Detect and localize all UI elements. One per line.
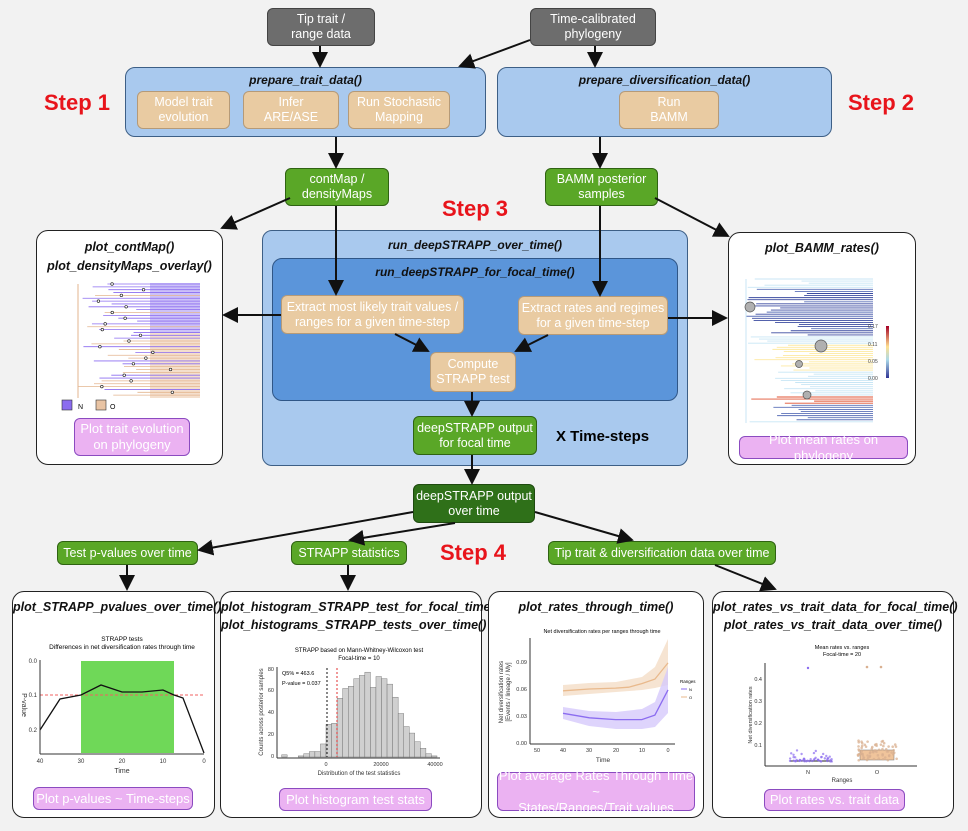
prepare-trait-data-title: prepare_trait_data() (249, 73, 362, 87)
phylogeny-input-node: Time-calibrated phylogeny (530, 8, 656, 46)
panel-title: plot_BAMM_rates() (765, 241, 879, 255)
plot-histogram-button[interactable]: Plot histogram test stats (279, 788, 432, 811)
arrow (220, 197, 291, 230)
step-1-label: Step 1 (44, 90, 111, 115)
step-2-label: Step 2 (848, 90, 915, 115)
time-steps-label: X Time-steps (556, 428, 650, 445)
focal-time-output-node: deepSTRAPP output for focal time (413, 416, 537, 455)
panel-title: plot_rates_through_time() (518, 600, 674, 614)
infer-are-ase-node: Infer ARE/ASE (243, 91, 339, 129)
tip-trait-input-node: Tip trait / range data (267, 8, 375, 46)
contmap-densitymaps-node: contMap / densityMaps (285, 168, 389, 206)
plot-bamm-rates-panel: plot_BAMM_rates() (728, 232, 916, 465)
compute-strapp-test-node: Compute STRAPP test (430, 352, 516, 392)
arrow (348, 522, 456, 546)
model-trait-evolution-node: Model trait evolution (137, 91, 230, 129)
panel-title: plot_histogram_STRAPP_test_for_focal_tim… (221, 600, 499, 614)
panel-title: plot_contMap() (84, 240, 175, 254)
run-bamm-node: Run BAMM (619, 91, 719, 129)
panel-title: plot_rates_vs_trait_data_for_focal_time(… (713, 600, 958, 614)
plot-rtt-button[interactable]: Plot average Rates Through Time ~ States… (497, 767, 695, 815)
run-deepstrapp-for-focal-time-title: run_deepSTRAPP_for_focal_time() (375, 265, 575, 279)
stochastic-mapping-node: Run Stochastic Mapping (348, 91, 450, 129)
run-deepstrapp-over-time-title: run_deepSTRAPP_over_time() (387, 238, 563, 252)
arrow (534, 511, 634, 544)
tip-trait-diversification-label: Tip trait & diversification data over ti… (548, 541, 776, 565)
panel-title: plot_rates_vs_trait_data_over_time() (723, 618, 943, 632)
step-4-label: Step 4 (440, 540, 507, 565)
plot-pvalues-button[interactable]: Plot p-values ~ Time-steps (33, 787, 193, 810)
panel-title: plot_histograms_STRAPP_tests_over_time() (221, 618, 487, 632)
panel-title: plot_densityMaps_overlay() (47, 259, 212, 273)
plot-mean-rates-button[interactable]: Plot mean rates on phylogeny (739, 432, 908, 463)
prepare-diversification-data-title: prepare_diversification_data() (578, 73, 751, 87)
arrow (458, 39, 531, 69)
test-pvalues-label: Test p-values over time (57, 541, 198, 565)
plot-rates-vs-trait-panel: plot_rates_vs_trait_data_for_focal_time(… (712, 591, 958, 818)
over-time-output-node: deepSTRAPP output over time (413, 484, 535, 523)
plot-rates-vs-trait-button[interactable]: Plot rates vs. trait data (764, 789, 905, 811)
arrow (714, 564, 777, 592)
plot-trait-evolution-button[interactable]: Plot trait evolution on phylogeny (74, 418, 190, 456)
step-3-label: Step 3 (442, 196, 509, 221)
plot-pvalues-panel: plot_STRAPP_pvalues_over_time() (12, 591, 222, 818)
bamm-posterior-node: BAMM posterior samples (545, 168, 658, 206)
strapp-statistics-label: STRAPP statistics (291, 541, 407, 565)
plot-histogram-panel: plot_histogram_STRAPP_test_for_focal_tim… (220, 591, 499, 818)
extract-rates-node: Extract rates and regimes for a given ti… (518, 296, 668, 335)
extract-trait-values-node: Extract most likely trait values / range… (281, 295, 464, 334)
panel-title: plot_STRAPP_pvalues_over_time() (13, 600, 222, 614)
